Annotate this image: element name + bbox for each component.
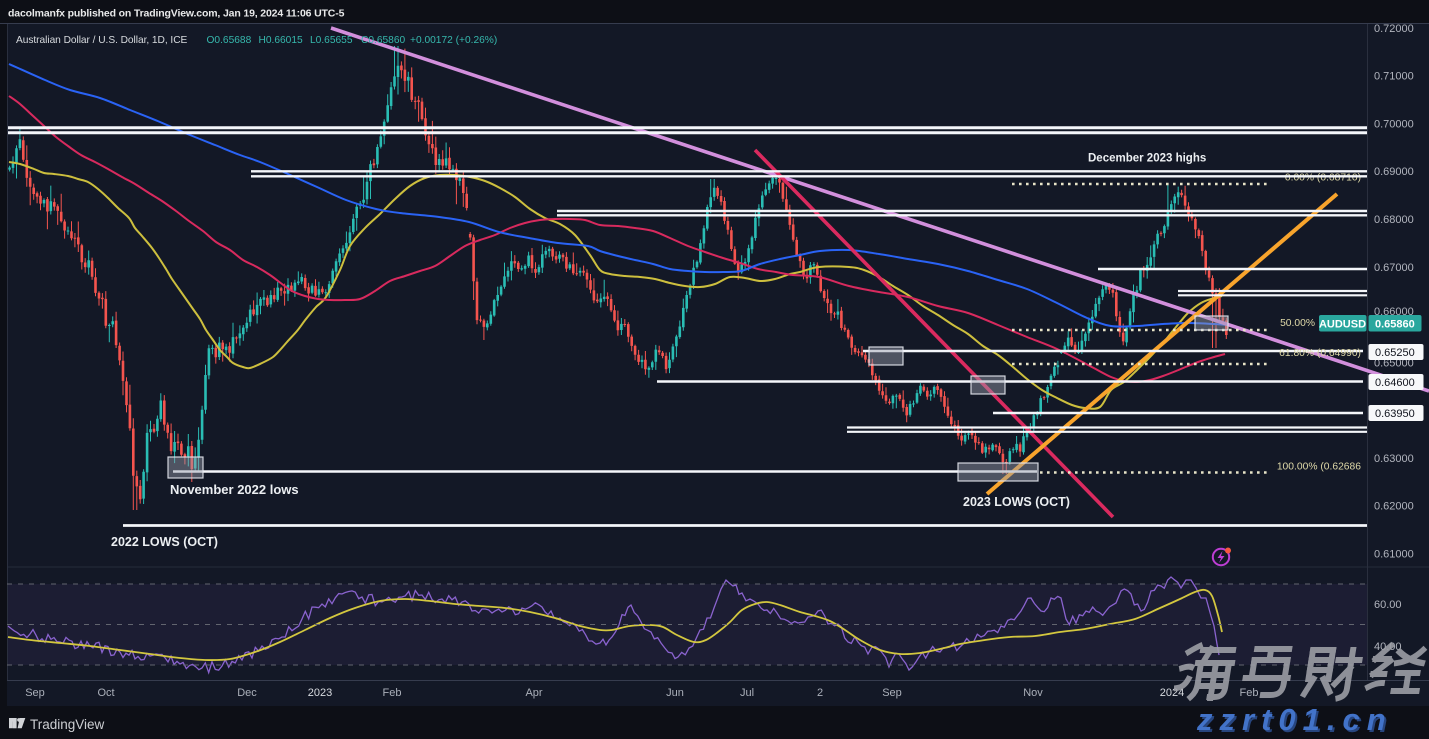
svg-text:Australian Dollar / U.S. Dolla: Australian Dollar / U.S. Dollar, 1D, ICE: [16, 35, 188, 46]
svg-text:2: 2: [817, 687, 823, 699]
svg-text:0.63950: 0.63950: [1375, 408, 1415, 420]
svg-text:0.61000: 0.61000: [1374, 548, 1414, 560]
svg-text:0.64600: 0.64600: [1375, 377, 1415, 389]
svg-text:2023 LOWS (OCT): 2023 LOWS (OCT): [963, 495, 1070, 509]
svg-text:Feb: Feb: [383, 687, 402, 699]
svg-text:Sep: Sep: [25, 687, 45, 699]
svg-text:Apr: Apr: [525, 687, 542, 699]
svg-text:+0.00172 (+0.26%): +0.00172 (+0.26%): [410, 35, 497, 46]
svg-text:0.70000: 0.70000: [1374, 118, 1414, 130]
svg-text:November 2022 lows: November 2022 lows: [170, 482, 299, 497]
svg-text:zzrt01.cn: zzrt01.cn: [1198, 704, 1395, 739]
svg-text:Dec: Dec: [237, 687, 257, 699]
svg-text:0.63000: 0.63000: [1374, 453, 1414, 465]
svg-text:50.00%: 50.00%: [1280, 318, 1315, 329]
svg-text:0.69000: 0.69000: [1374, 166, 1414, 178]
svg-text:0.72000: 0.72000: [1374, 23, 1414, 35]
svg-text:0.00% (0.68710): 0.00% (0.68710): [1285, 173, 1361, 184]
svg-text:O0.65688: O0.65688: [207, 35, 252, 46]
svg-text:December 2023 highs: December 2023 highs: [1088, 153, 1206, 165]
svg-text:0.71000: 0.71000: [1374, 71, 1414, 83]
svg-text:Jun: Jun: [666, 687, 684, 699]
svg-text:61.80% (0.64990): 61.80% (0.64990): [1279, 348, 1361, 359]
svg-text:Feb: Feb: [1240, 687, 1259, 699]
svg-text:0.62000: 0.62000: [1374, 501, 1414, 513]
svg-text:dacolmanfx published on Tradin: dacolmanfx published on TradingView.com,…: [8, 8, 345, 20]
svg-text:AUDUSD: AUDUSD: [1319, 318, 1366, 330]
svg-text:100.00% (0.62686: 100.00% (0.62686: [1277, 462, 1361, 473]
svg-text:2023: 2023: [308, 687, 332, 699]
svg-text:0.67000: 0.67000: [1374, 262, 1414, 274]
svg-text:C0.65860: C0.65860: [361, 35, 406, 46]
svg-text:0.65860: 0.65860: [1375, 318, 1415, 330]
svg-text:0.68000: 0.68000: [1374, 214, 1414, 226]
svg-text:0.65000: 0.65000: [1374, 357, 1414, 369]
svg-text:0.65250: 0.65250: [1375, 347, 1415, 359]
svg-text:2022 LOWS (OCT): 2022 LOWS (OCT): [111, 535, 218, 549]
svg-text:60.00: 60.00: [1374, 599, 1402, 611]
svg-text:Sep: Sep: [882, 687, 902, 699]
svg-text:L0.65655: L0.65655: [310, 35, 353, 46]
svg-text:TradingView: TradingView: [30, 717, 105, 732]
svg-text:Nov: Nov: [1023, 687, 1043, 699]
svg-text:H0.66015: H0.66015: [259, 35, 304, 46]
svg-text:Jul: Jul: [740, 687, 754, 699]
svg-text:zzrt01.cn: zzrt01.cn: [1196, 702, 1393, 737]
svg-text:Oct: Oct: [97, 687, 114, 699]
